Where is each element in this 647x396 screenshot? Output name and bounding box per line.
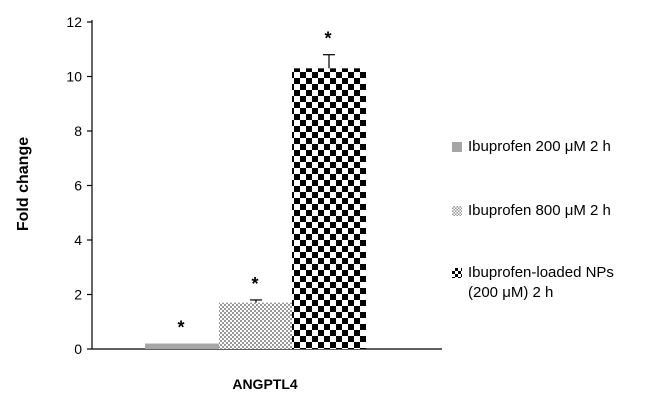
- legend-item-ibuprofen-nps: Ibuprofen-loaded NPs (200 μM) 2 h: [452, 263, 614, 303]
- y-tick-label: 0: [74, 341, 82, 357]
- y-tick-label: 10: [66, 69, 82, 85]
- y-axis-title: Fold change: [15, 137, 32, 231]
- bars: * * *: [145, 29, 366, 349]
- bar: [219, 302, 293, 349]
- y-tick-label: 8: [74, 123, 82, 139]
- y-ticks: 0 2 4 6 8 10 12: [66, 14, 92, 357]
- legend-label: Ibuprofen 800 μM 2 h: [468, 202, 611, 219]
- legend-swatch-checkerboard: [452, 268, 462, 278]
- significance-star: *: [177, 318, 184, 338]
- y-tick-label: 2: [74, 287, 82, 303]
- significance-star: *: [324, 29, 331, 49]
- legend-label: Ibuprofen-loaded NPs (200 μM) 2 h: [468, 264, 614, 301]
- y-tick-label: 12: [66, 14, 82, 30]
- y-tick-label: 4: [74, 232, 82, 248]
- legend-item-ibuprofen-800: Ibuprofen 800 μM 2 h: [452, 201, 611, 221]
- legend-swatch-fine-check: [452, 206, 462, 216]
- bar: [145, 343, 219, 349]
- bar: [292, 68, 366, 349]
- y-tick-label: 6: [74, 178, 82, 194]
- legend-swatch-solid: [452, 142, 462, 152]
- significance-star: *: [251, 274, 258, 294]
- x-tick-label: ANGPTL4: [232, 376, 298, 392]
- legend-item-ibuprofen-200: Ibuprofen 200 μM 2 h: [452, 137, 611, 157]
- legend-label: Ibuprofen 200 μM 2 h: [468, 138, 611, 155]
